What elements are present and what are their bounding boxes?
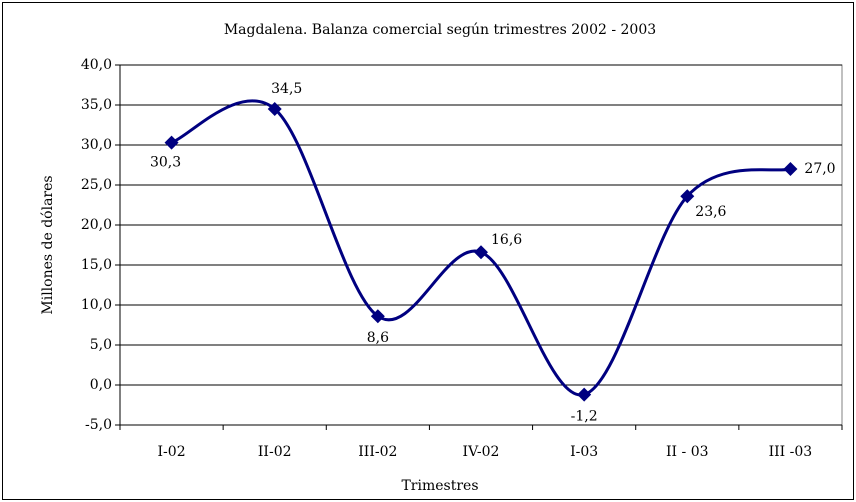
marker — [783, 162, 798, 176]
y-tick-label: 5,0 — [90, 337, 112, 353]
marker — [577, 387, 592, 402]
y-tick-label: 35,0 — [81, 97, 112, 113]
x-tick-label: II - 03 — [666, 444, 709, 460]
data-label: 27,0 — [804, 161, 835, 177]
x-tick-label: III -03 — [769, 444, 813, 460]
data-label: -1,2 — [571, 409, 598, 425]
y-tick-label: 25,0 — [81, 177, 112, 193]
marker — [474, 245, 488, 260]
x-tick-label: II-02 — [258, 444, 292, 460]
x-tick-label: IV-02 — [463, 444, 500, 460]
data-label: 34,5 — [271, 81, 302, 97]
x-tick-label: III-02 — [358, 444, 397, 460]
marker — [370, 309, 385, 324]
data-label: 8,6 — [367, 330, 389, 346]
y-tick-label: 40,0 — [81, 57, 112, 73]
x-tick-label: I-02 — [158, 444, 186, 460]
x-axis-label: Trimestres — [401, 478, 478, 494]
marker — [164, 135, 179, 150]
data-label: 23,6 — [695, 204, 726, 220]
data-label: 30,3 — [150, 155, 181, 171]
marker — [680, 189, 695, 204]
y-axis-label: Millones de dólares — [40, 175, 56, 314]
y-tick-label: 20,0 — [81, 217, 112, 233]
chart-title: Magdalena. Balanza comercial según trime… — [224, 22, 656, 38]
x-tick-label: I-03 — [570, 444, 598, 460]
y-tick-label: 0,0 — [90, 377, 112, 393]
plot-area — [119, 64, 843, 426]
data-label: 16,6 — [491, 232, 522, 248]
y-tick-label: -5,0 — [85, 417, 112, 433]
y-tick-label: 10,0 — [81, 297, 112, 313]
y-tick-label: 15,0 — [81, 257, 112, 273]
y-tick-label: 30,0 — [81, 137, 112, 153]
marker — [267, 102, 282, 116]
